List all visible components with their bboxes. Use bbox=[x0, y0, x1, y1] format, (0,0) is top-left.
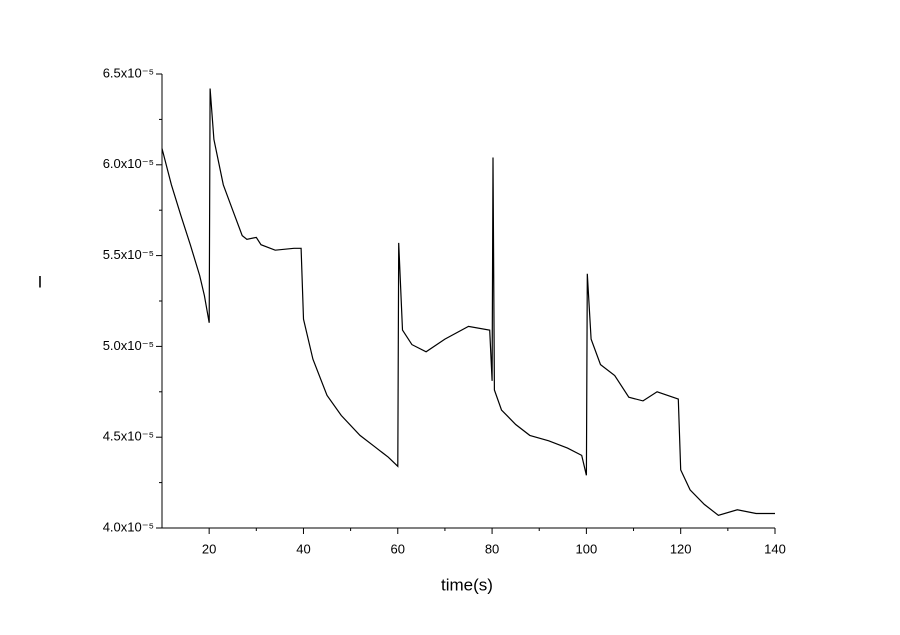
y-tick-label: 6.5x10⁻⁵ bbox=[103, 65, 154, 80]
y-tick-label: 5.0x10⁻⁵ bbox=[103, 338, 154, 353]
y-tick-label: 6.0x10⁻⁵ bbox=[103, 156, 154, 171]
x-tick-label: 60 bbox=[391, 541, 405, 556]
y-tick-label: 5.5x10⁻⁵ bbox=[103, 247, 154, 262]
y-axis-label: I bbox=[38, 272, 43, 291]
x-tick-label: 40 bbox=[296, 541, 310, 556]
x-tick-label: 140 bbox=[764, 541, 786, 556]
y-tick-label: 4.5x10⁻⁵ bbox=[103, 429, 154, 444]
x-tick-label: 20 bbox=[202, 541, 216, 556]
y-tick-label: 4.0x10⁻⁵ bbox=[103, 519, 154, 534]
x-tick-label: 120 bbox=[670, 541, 692, 556]
x-axis-label: time(s) bbox=[441, 575, 493, 594]
x-tick-label: 100 bbox=[576, 541, 598, 556]
data-line bbox=[161, 88, 775, 516]
x-tick-label: 80 bbox=[485, 541, 499, 556]
